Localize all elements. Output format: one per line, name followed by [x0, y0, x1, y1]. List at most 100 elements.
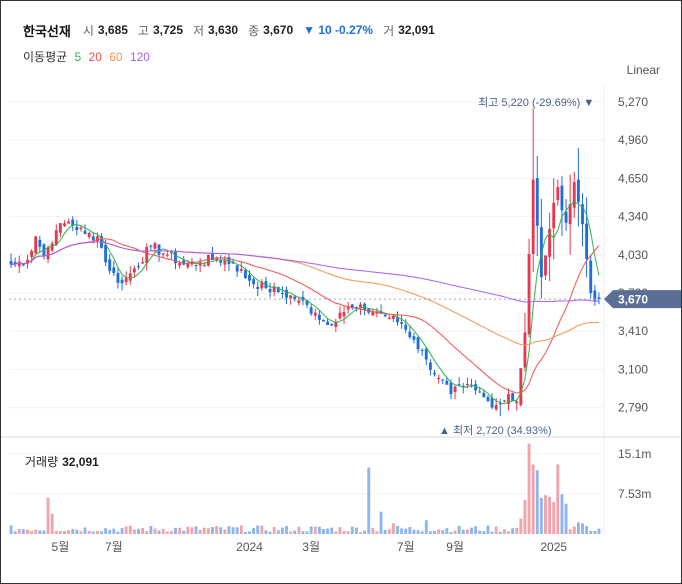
volume-bar	[145, 531, 149, 534]
change-value: ▼ 10 -0.27%	[303, 23, 374, 37]
candle-body	[576, 179, 580, 203]
candle-body	[396, 317, 399, 323]
candle-body	[116, 273, 120, 283]
candle-body	[420, 349, 424, 351]
volume-bar	[30, 531, 34, 534]
volume-bar	[585, 525, 589, 534]
volume-bar	[474, 526, 478, 534]
volume-bar	[350, 526, 354, 534]
candle-body	[50, 243, 54, 251]
volume-bar	[264, 530, 268, 534]
candle-body	[494, 405, 498, 410]
volume-label: 거	[383, 23, 395, 38]
volume-bar	[560, 494, 564, 534]
low-label: 저	[193, 23, 205, 38]
volume-bar	[342, 531, 346, 534]
volume-bar	[211, 527, 214, 534]
open-value: 3,685	[97, 23, 128, 37]
price-tick-label: 4,650	[618, 171, 648, 185]
volume-bar	[54, 530, 58, 534]
volume-bar	[132, 529, 136, 534]
candle-body	[334, 321, 338, 327]
ma-60-label[interactable]: 60	[109, 50, 123, 64]
volume-bar	[391, 523, 395, 534]
price-header: 한국선재 시 3,685 고 3,725 저 3,630 종 3,670 ▼ 1…	[23, 21, 441, 39]
x-tick-label: 5월	[52, 540, 70, 554]
candle-body	[194, 265, 198, 267]
volume-bar	[404, 528, 408, 534]
volume-bar	[293, 530, 297, 534]
volume-panel-title: 거래량 32,091	[25, 453, 99, 470]
candle-body	[293, 296, 297, 300]
candle-body	[465, 383, 469, 386]
candle-body	[272, 286, 276, 293]
volume-bar	[289, 531, 293, 534]
volume-bar	[239, 525, 243, 534]
candle-body	[412, 336, 416, 340]
volume-bar	[87, 530, 91, 534]
candle-body	[215, 258, 219, 260]
volume-bar	[326, 528, 330, 534]
candle-body	[149, 245, 153, 247]
candle-body	[248, 274, 251, 281]
ma-20-label[interactable]: 20	[88, 50, 102, 64]
candle-body	[507, 394, 510, 405]
volume-bar	[215, 526, 219, 534]
volume-bar	[515, 527, 519, 534]
volume-bar	[26, 529, 29, 534]
volume-bar	[272, 526, 276, 534]
volume-bar	[252, 527, 256, 534]
candle-body	[527, 253, 531, 335]
candle-body	[589, 260, 593, 293]
candle-body	[581, 204, 584, 224]
candle-body	[457, 384, 461, 386]
volume-bar	[523, 499, 527, 534]
volume-bar	[120, 528, 124, 534]
volume-bar	[165, 531, 169, 534]
ma-5-label[interactable]: 5	[74, 50, 82, 64]
stock-name: 한국선재	[23, 23, 71, 39]
candle-body	[445, 380, 449, 385]
volume-bar	[441, 530, 445, 534]
candle-body	[309, 307, 313, 314]
volume-bar	[387, 529, 391, 534]
volume-value: 32,091	[398, 23, 435, 37]
scale-toggle[interactable]: Linear	[626, 63, 660, 77]
volume-bar	[137, 528, 140, 534]
candle-body	[326, 321, 330, 326]
ma-120-label[interactable]: 120	[129, 50, 150, 64]
volume-bar	[182, 530, 186, 534]
x-tick-label: 7월	[397, 540, 415, 554]
volume-bar	[396, 526, 399, 534]
candle-body	[243, 270, 247, 279]
candle-body	[54, 230, 58, 245]
candle-body	[400, 322, 404, 324]
volume-title-value: 32,091	[62, 455, 99, 469]
ma-120-line	[11, 241, 599, 303]
volume-bar	[375, 531, 379, 534]
volume-bar	[416, 530, 420, 534]
x-tick-label: 9월	[446, 540, 464, 554]
candle-body	[26, 259, 29, 264]
volume-bar	[305, 531, 309, 534]
candle-body	[71, 219, 75, 226]
candle-body	[157, 244, 161, 255]
candle-body	[593, 290, 597, 301]
volume-bar	[297, 526, 301, 534]
volume-bar	[383, 530, 387, 534]
volume-bar	[498, 531, 502, 534]
volume-bar	[100, 531, 103, 534]
candle-body	[490, 397, 494, 408]
volume-bar	[42, 530, 46, 534]
ma-legend-label: 이동평균	[23, 50, 68, 64]
volume-bar	[116, 531, 120, 534]
volume-bar	[13, 531, 17, 534]
candle-body	[519, 368, 523, 406]
volume-bar	[507, 531, 510, 534]
price-tick-label: 2,790	[618, 401, 648, 415]
volume-bar	[552, 502, 556, 534]
candle-body	[585, 223, 589, 260]
candle-body	[289, 295, 293, 299]
price-tick-label: 3,410	[618, 324, 648, 338]
